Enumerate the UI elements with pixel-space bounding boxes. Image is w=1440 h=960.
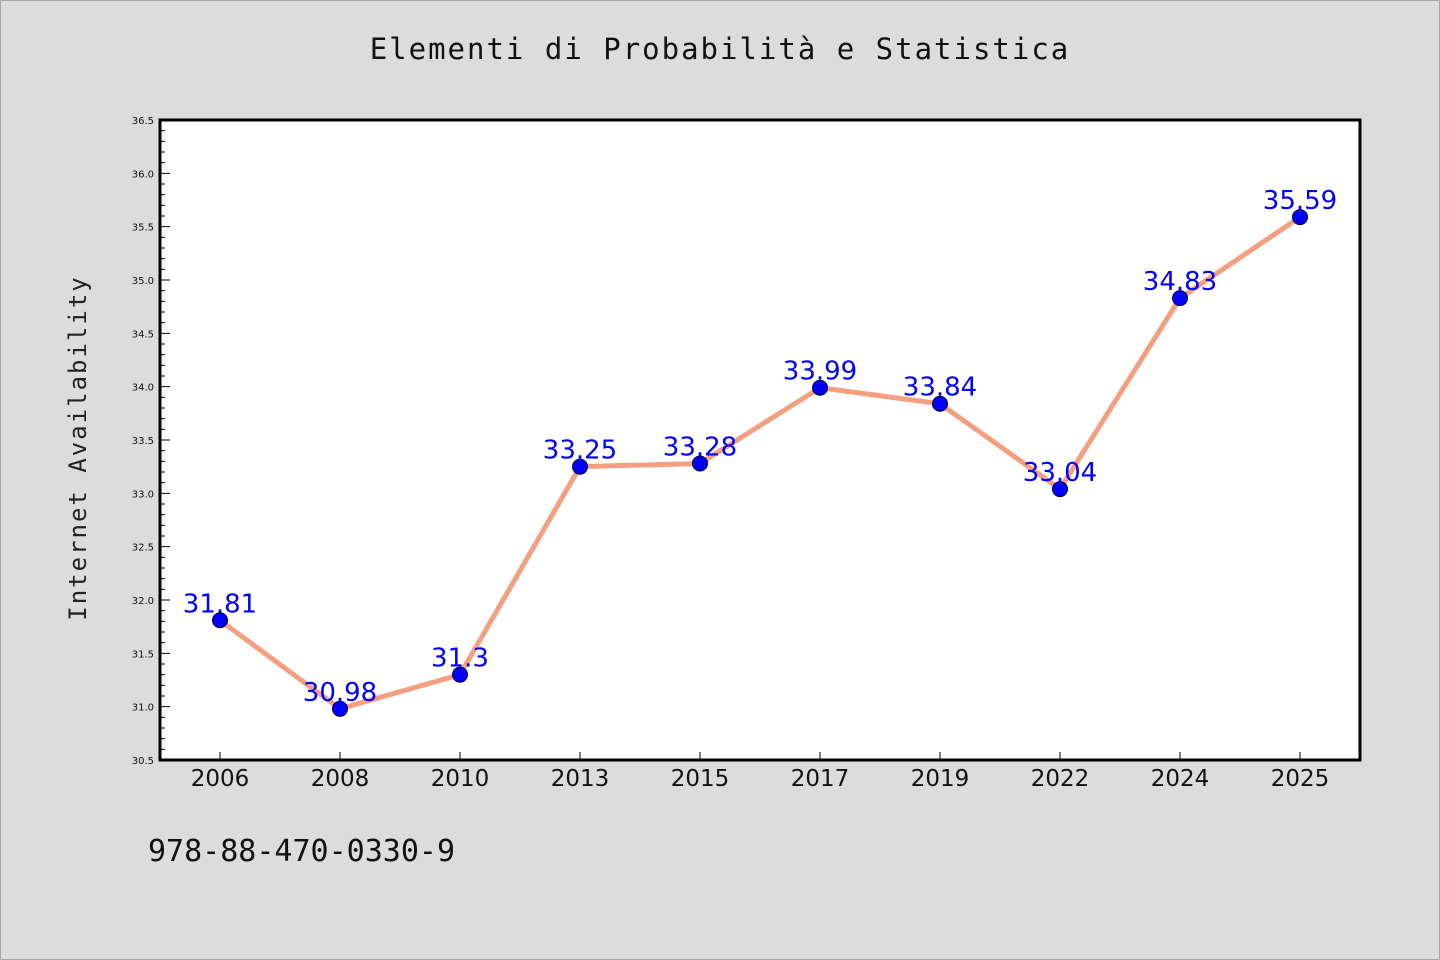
y-tick-label: 31.0 <box>132 703 154 714</box>
y-tick-label: 30.5 <box>132 756 154 767</box>
y-tick-label: 34.5 <box>132 329 154 340</box>
data-label: 31.81 <box>183 589 257 619</box>
data-point <box>452 666 468 683</box>
data-label: 33.84 <box>903 373 977 403</box>
y-tick-label: 35.0 <box>132 276 154 287</box>
x-tick-label: 2017 <box>791 766 850 792</box>
y-tick-label: 32.0 <box>132 596 154 607</box>
chart-title: Elementi di Probabilità e Statistica <box>369 32 1071 66</box>
data-label: 33.25 <box>543 436 617 466</box>
x-tick-label: 2013 <box>551 766 610 792</box>
y-tick-label: 36.5 <box>132 116 154 127</box>
data-label: 35.59 <box>1263 186 1337 216</box>
y-tick-label: 34.0 <box>132 383 154 394</box>
data-label: 31.3 <box>431 644 489 674</box>
isbn-label: 978-88-470-0330-9 <box>148 834 456 869</box>
x-tick-label: 2019 <box>911 766 970 792</box>
data-label: 30.98 <box>303 678 377 708</box>
x-tick-label: 2008 <box>311 766 370 792</box>
plot-area <box>160 120 1360 760</box>
x-tick-label: 2025 <box>1271 766 1330 792</box>
x-tick-label: 2022 <box>1031 766 1090 792</box>
data-point <box>812 379 828 396</box>
data-point <box>932 395 948 412</box>
x-tick-label: 2015 <box>671 766 730 792</box>
data-point <box>1292 209 1308 226</box>
y-tick-label: 33.5 <box>132 436 154 447</box>
y-tick-label: 31.5 <box>132 649 154 660</box>
plot-border <box>158 118 1362 762</box>
data-point <box>1172 290 1188 307</box>
y-tick-label: 35.5 <box>132 223 154 234</box>
data-point <box>692 455 708 472</box>
data-label: 33.99 <box>783 357 857 387</box>
data-label: 33.28 <box>663 432 737 462</box>
data-point <box>572 458 588 475</box>
x-tick-label: 2006 <box>191 766 250 792</box>
data-point <box>212 612 228 629</box>
data-point <box>1052 481 1068 498</box>
data-point <box>332 700 348 717</box>
y-tick-label: 36.0 <box>132 169 154 180</box>
x-tick-label: 2010 <box>431 766 490 792</box>
series-line <box>217 214 1303 712</box>
data-label: 33.04 <box>1023 458 1097 488</box>
y-tick-label: 33.0 <box>132 489 154 500</box>
y-tick-label: 32.5 <box>132 543 154 554</box>
data-label: 34.83 <box>1143 267 1217 297</box>
x-tick-label: 2024 <box>1151 766 1210 792</box>
